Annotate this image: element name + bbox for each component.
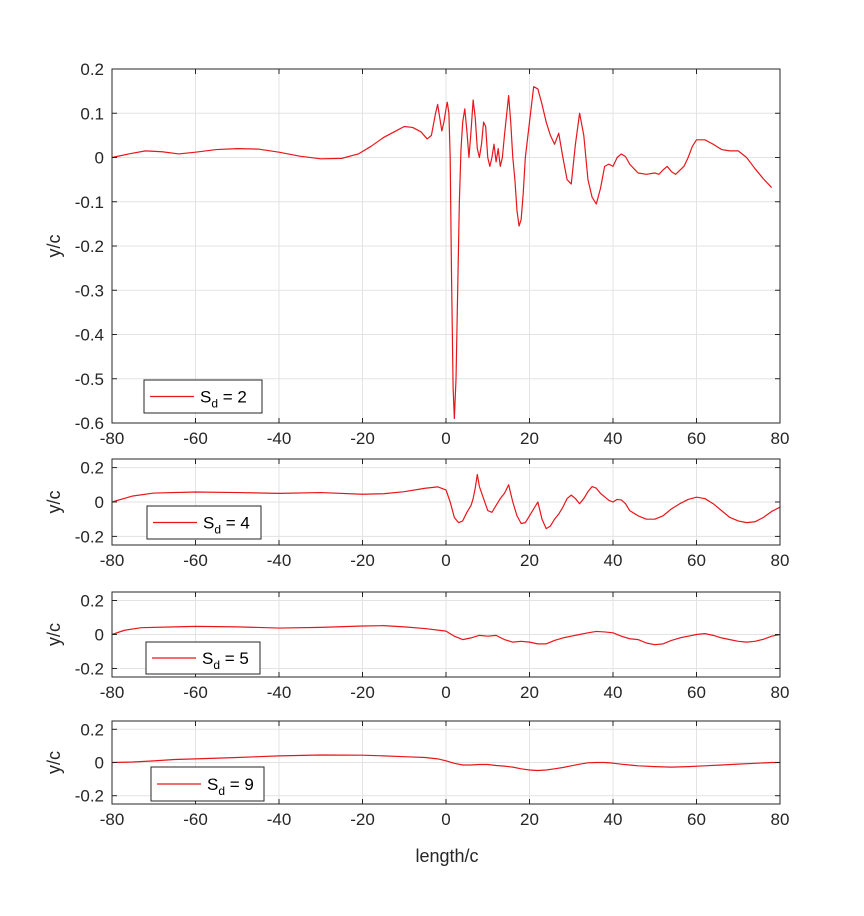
x-tick-label: -80 xyxy=(100,551,125,570)
y-axis-label: y/c xyxy=(44,490,64,513)
x-tick-label: -40 xyxy=(267,429,292,448)
y-tick-label: -0.6 xyxy=(75,414,104,433)
x-tick-label: 60 xyxy=(687,810,706,829)
x-tick-label: 0 xyxy=(441,810,450,829)
x-tick-label: 0 xyxy=(441,683,450,702)
y-tick-label: 0 xyxy=(95,493,104,512)
series-line-3-1 xyxy=(111,625,781,646)
x-tick-label: 60 xyxy=(687,683,706,702)
x-tick-label: -40 xyxy=(267,810,292,829)
x-tick-label: 40 xyxy=(604,429,623,448)
x-tick-label: 0 xyxy=(441,551,450,570)
y-tick-label: -0.1 xyxy=(75,193,104,212)
legend: Sd = 2 xyxy=(143,379,263,414)
panel-3: -80 -60 -40 -20 0 20 40 60 80 0.2 0 -0.2 y/c Sd = 5 xyxy=(44,591,790,702)
x-tick-label: 40 xyxy=(604,683,623,702)
y-tick-label: -0.2 xyxy=(75,527,104,546)
x-tick-label: 20 xyxy=(520,429,539,448)
legend-entry: Sd = 2 xyxy=(200,388,247,411)
panel-1: -80 -60 -40 -20 0 20 40 60 80 0.2 0.1 0 -0.1 -0.2 -0.3… xyxy=(44,60,789,448)
y-tick-label: 0.2 xyxy=(80,592,104,611)
panel-2: -80 -60 -40 -20 0 20 40 60 80 0.2 0 -0.2 y/c Sd = 4 xyxy=(44,458,790,570)
x-tick-label: -60 xyxy=(183,429,208,448)
x-tick-label: -60 xyxy=(183,683,208,702)
y-tick-label: 0 xyxy=(95,149,104,168)
y-tick-label: -0.2 xyxy=(75,237,104,256)
y-tick-label: 0.2 xyxy=(80,720,104,739)
x-tick-label: 40 xyxy=(604,810,623,829)
y-tick-label: 0 xyxy=(95,754,104,773)
x-tick-label: 40 xyxy=(604,551,623,570)
legend-entry: Sd = 4 xyxy=(203,514,250,537)
series-line-2-1 xyxy=(111,473,781,530)
y-tick-label: -0.3 xyxy=(75,281,104,300)
y-tick-label: -0.5 xyxy=(75,370,104,389)
legend: Sd = 4 xyxy=(146,505,262,540)
x-tick-label: -60 xyxy=(183,551,208,570)
legend: Sd = 5 xyxy=(145,641,261,675)
x-tick-label: -80 xyxy=(100,683,125,702)
y-axis-label: y/c xyxy=(44,751,64,774)
x-tick-label: 20 xyxy=(520,810,539,829)
x-tick-label: -20 xyxy=(350,810,375,829)
x-tick-label: 80 xyxy=(771,551,790,570)
x-tick-label: -60 xyxy=(183,810,208,829)
legend-entry: Sd = 9 xyxy=(207,775,254,798)
x-tick-label: 60 xyxy=(687,551,706,570)
x-tick-label: -20 xyxy=(350,551,375,570)
x-tick-label: -40 xyxy=(267,551,292,570)
x-tick-label: 80 xyxy=(771,810,790,829)
x-tick-label: 0 xyxy=(441,429,450,448)
series-line-4-1 xyxy=(111,754,780,772)
x-tick-label: -20 xyxy=(350,429,375,448)
y-tick-label: 0.2 xyxy=(80,459,104,478)
x-tick-label: -80 xyxy=(100,810,125,829)
y-tick-label: 0.1 xyxy=(80,104,104,123)
panel-4: -80 -60 -40 -20 0 20 40 60 80 0.2 0 -0.2 y/c length/c… xyxy=(44,720,789,866)
series-line-1-1 xyxy=(111,86,773,420)
x-tick-label: 20 xyxy=(520,551,539,570)
y-tick-label: -0.2 xyxy=(75,787,104,806)
legend-entry: Sd = 5 xyxy=(202,649,249,672)
legend: Sd = 9 xyxy=(150,766,265,802)
y-axis-label: y/c xyxy=(44,234,64,257)
y-tick-label: -0.4 xyxy=(75,326,104,345)
y-tick-label: 0 xyxy=(95,626,104,645)
x-tick-label: -80 xyxy=(100,429,125,448)
x-tick-label: -20 xyxy=(350,683,375,702)
x-tick-label: 20 xyxy=(520,683,539,702)
y-tick-label: -0.2 xyxy=(75,660,104,679)
x-axis-label: length/c xyxy=(415,846,478,866)
y-tick-label: 0.2 xyxy=(80,60,104,79)
x-tick-label: 80 xyxy=(771,429,790,448)
y-axis-label: y/c xyxy=(44,623,64,646)
x-tick-label: 80 xyxy=(771,683,790,702)
x-tick-label: 60 xyxy=(687,429,706,448)
x-tick-label: -40 xyxy=(267,683,292,702)
